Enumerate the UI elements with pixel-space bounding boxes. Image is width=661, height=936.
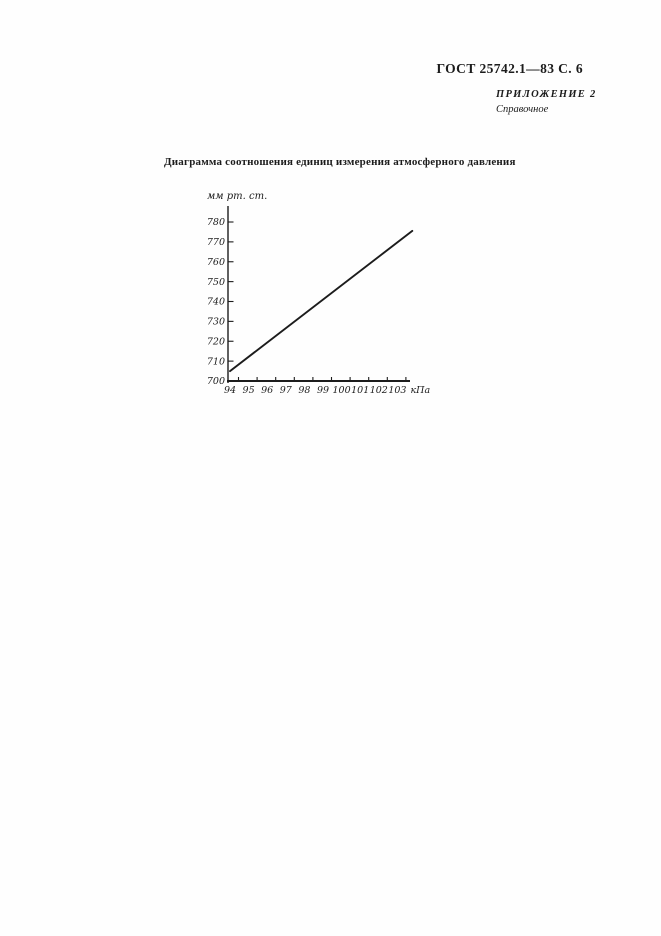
x-tick-label: 99	[317, 385, 329, 396]
x-tick-label: 100	[333, 385, 351, 396]
y-tick-label: 760	[207, 257, 225, 268]
x-tick-label: 102	[370, 385, 388, 396]
appendix-note: Справочное	[496, 104, 549, 115]
x-tick-label: 101	[351, 385, 369, 396]
appendix-label: ПРИЛОЖЕНИЕ 2	[496, 89, 597, 100]
y-axis-unit-label: мм рт. ст.	[207, 191, 267, 202]
x-tick-label: 94	[224, 385, 236, 396]
pressure-units-conversion-chart: 700 710 720 730 740 750 760 770 780 94 95 96 97 98 99 1…	[207, 191, 431, 396]
x-tick-label: 95	[243, 385, 255, 396]
x-tick-label: 98	[298, 385, 310, 396]
x-tick-label: 103	[388, 385, 406, 396]
chart-title: Диаграмма соотношения единиц измерения а…	[164, 156, 516, 168]
x-tick-label: 96	[261, 385, 273, 396]
x-axis-unit-label: кПа	[411, 385, 431, 396]
x-tick-label: 97	[280, 385, 293, 396]
conversion-line	[229, 229, 414, 373]
y-tick-label: 720	[207, 336, 225, 347]
standard-number-header: ГОСТ 25742.1—83 С. 6	[436, 61, 583, 76]
y-tick-label: 710	[207, 356, 225, 367]
y-tick-label: 740	[207, 297, 225, 308]
y-tick-label: 750	[207, 277, 225, 288]
y-tick-label: 700	[207, 376, 225, 387]
y-tick-label: 770	[207, 237, 225, 248]
y-tick-label: 730	[207, 317, 225, 328]
y-tick-label: 780	[207, 217, 225, 228]
